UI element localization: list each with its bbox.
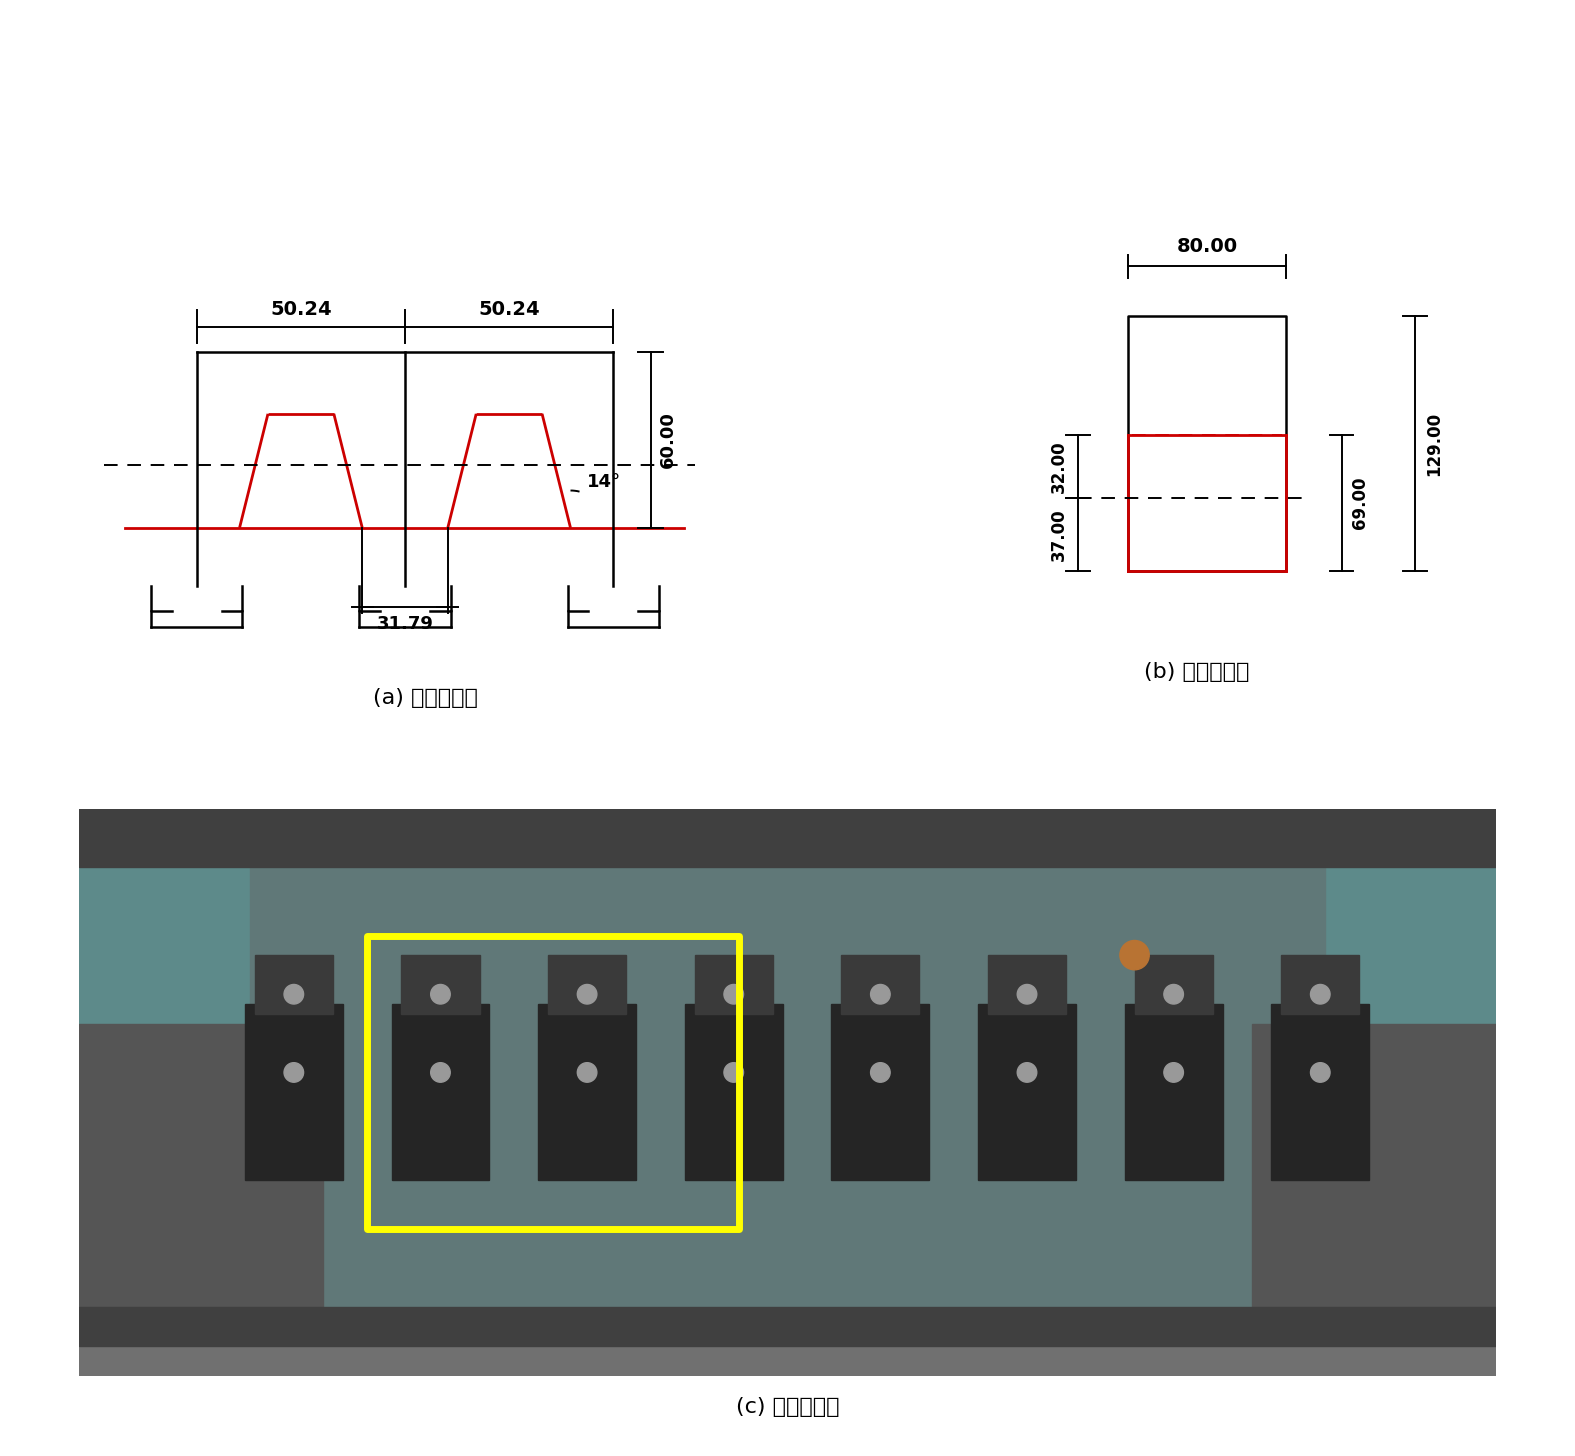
Bar xyxy=(695,955,773,1013)
Circle shape xyxy=(1164,1063,1183,1082)
Text: 32.00: 32.00 xyxy=(1051,440,1068,492)
Bar xyxy=(392,1005,490,1179)
Text: 60.00: 60.00 xyxy=(658,411,677,469)
Circle shape xyxy=(430,984,450,1005)
Title: (c) 齿轨紧固件: (c) 齿轨紧固件 xyxy=(736,1396,839,1417)
Circle shape xyxy=(1120,941,1150,970)
Bar xyxy=(79,808,1496,868)
Bar xyxy=(978,1005,1076,1179)
Title: (a) 齿轨正视图: (a) 齿轨正视图 xyxy=(373,687,477,708)
Text: 37.00: 37.00 xyxy=(1051,508,1068,561)
Circle shape xyxy=(724,984,743,1005)
Bar xyxy=(832,1005,929,1179)
Circle shape xyxy=(1310,984,1329,1005)
Circle shape xyxy=(1017,984,1036,1005)
Text: 50.24: 50.24 xyxy=(479,300,540,319)
Bar xyxy=(250,868,1325,1316)
Bar xyxy=(1271,1005,1369,1179)
Bar xyxy=(1325,868,1496,1316)
Text: 129.00: 129.00 xyxy=(1425,412,1443,476)
Bar xyxy=(988,955,1066,1013)
Bar xyxy=(79,868,250,1316)
Bar xyxy=(548,955,627,1013)
Bar xyxy=(1125,1005,1222,1179)
Bar xyxy=(79,1307,1496,1347)
Text: 50.24: 50.24 xyxy=(269,300,332,319)
Circle shape xyxy=(430,1063,450,1082)
Bar xyxy=(79,1024,323,1316)
Bar xyxy=(367,936,739,1229)
Circle shape xyxy=(1017,1063,1036,1082)
Bar xyxy=(402,955,479,1013)
Circle shape xyxy=(284,984,304,1005)
Bar xyxy=(246,1005,343,1179)
Bar xyxy=(1280,955,1359,1013)
Circle shape xyxy=(284,1063,304,1082)
Text: 80.00: 80.00 xyxy=(1177,237,1238,256)
Bar xyxy=(1252,1024,1496,1316)
Bar xyxy=(841,955,920,1013)
Text: 31.79: 31.79 xyxy=(376,614,433,633)
Circle shape xyxy=(871,984,890,1005)
Bar xyxy=(255,955,332,1013)
Circle shape xyxy=(724,1063,743,1082)
Circle shape xyxy=(578,1063,597,1082)
Text: 69.00: 69.00 xyxy=(1351,476,1369,530)
Circle shape xyxy=(1164,984,1183,1005)
Bar xyxy=(685,1005,783,1179)
Text: 14°: 14° xyxy=(587,473,621,491)
Circle shape xyxy=(1310,1063,1329,1082)
Circle shape xyxy=(871,1063,890,1082)
Circle shape xyxy=(578,984,597,1005)
Bar xyxy=(539,1005,636,1179)
Title: (b) 齿轨侧视图: (b) 齿轨侧视图 xyxy=(1145,662,1249,683)
Bar xyxy=(1134,955,1213,1013)
